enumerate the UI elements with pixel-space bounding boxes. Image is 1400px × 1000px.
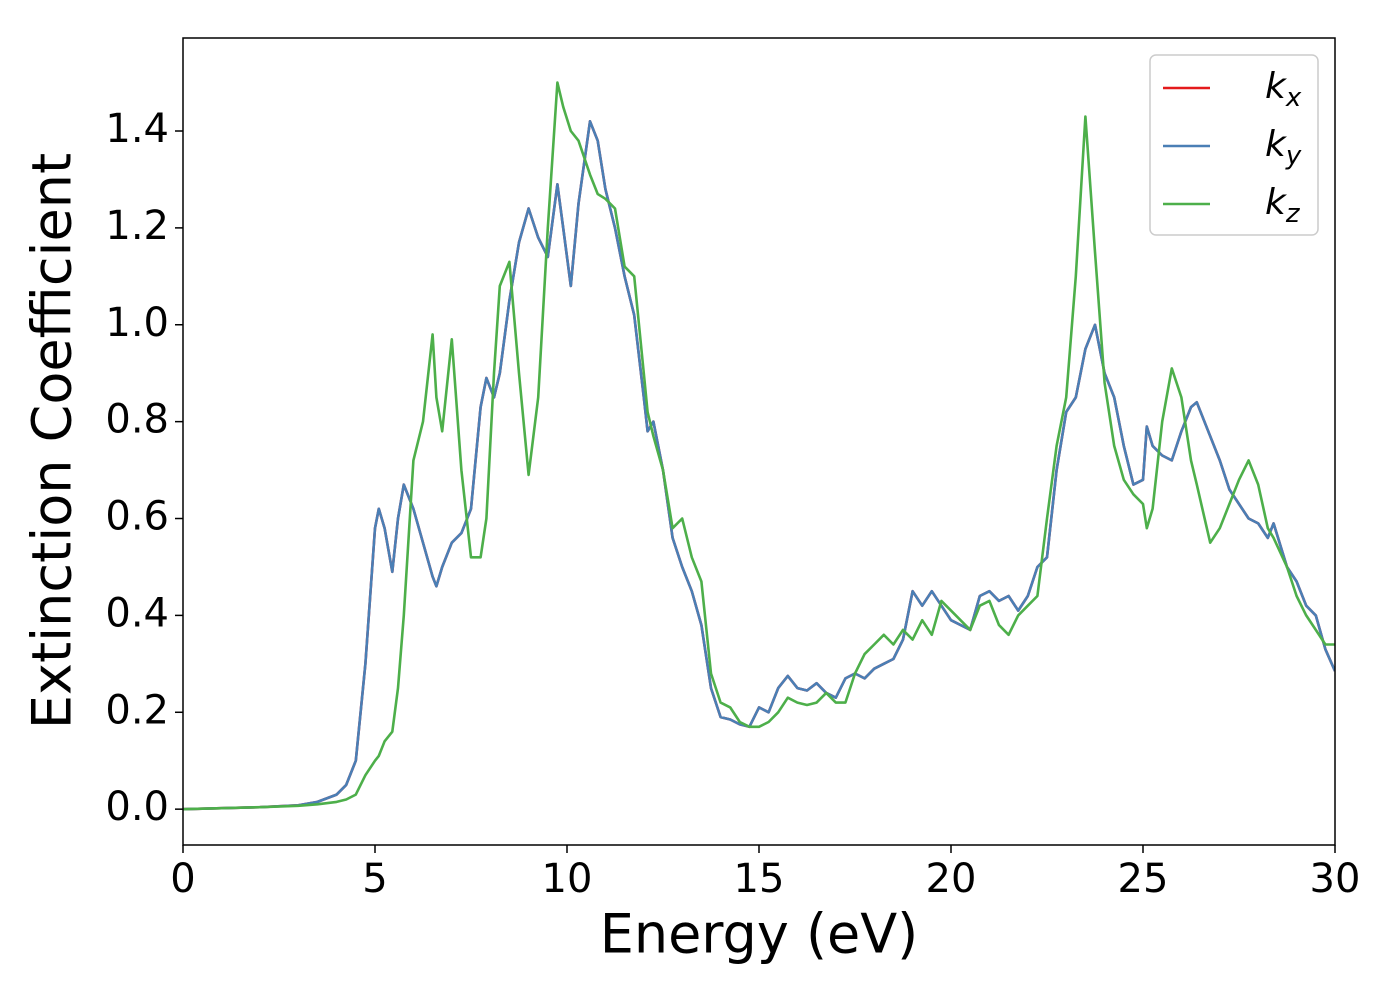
legend-label: ky <box>1265 124 1302 171</box>
x-tick-label: 20 <box>926 856 977 902</box>
x-tick-label: 10 <box>542 856 593 902</box>
x-tick-label: 25 <box>1118 856 1169 902</box>
legend-label: kz <box>1265 182 1301 229</box>
x-tick-label: 15 <box>734 856 785 902</box>
y-tick-label: 1.0 <box>105 300 169 346</box>
legend: kx ky kz <box>1149 54 1319 236</box>
legend-label: kx <box>1265 66 1302 113</box>
x-tick-label: 5 <box>362 856 387 902</box>
y-tick-label: 0.6 <box>105 494 169 540</box>
y-tick-label: 0.8 <box>105 397 169 443</box>
x-axis-label: Energy (eV) <box>600 903 919 966</box>
x-tick-label: 0 <box>170 856 195 902</box>
y-tick-label: 0.2 <box>105 687 169 733</box>
legend-box <box>1149 54 1319 236</box>
x-tick-label: 30 <box>1310 856 1361 902</box>
series-line <box>183 81 1335 811</box>
y-axis-label: Extinction Coefficient <box>21 153 84 729</box>
plot-frame <box>182 37 1336 846</box>
y-tick-label: 1.2 <box>105 203 169 249</box>
y-tick-label: 0.4 <box>105 590 169 636</box>
y-tick-label: 1.4 <box>105 106 169 152</box>
y-tick-label: 0.0 <box>105 784 169 830</box>
series-line <box>183 120 1335 811</box>
